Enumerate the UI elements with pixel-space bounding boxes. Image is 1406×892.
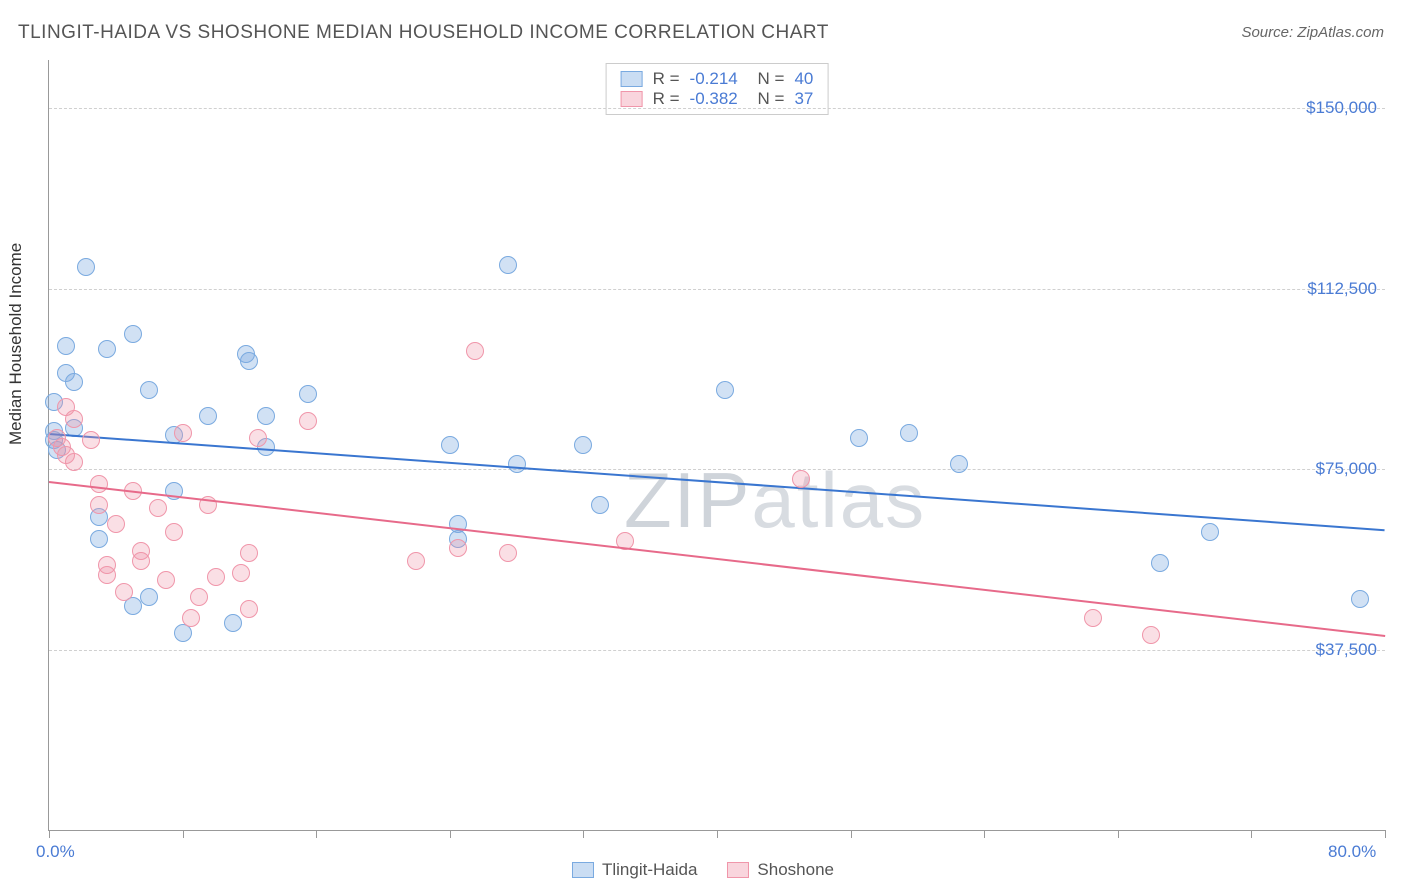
legend-item: Shoshone <box>727 860 834 880</box>
legend-row: R = -0.214 N = 40 <box>621 69 814 89</box>
legend-label: Shoshone <box>757 860 834 880</box>
data-point <box>90 475 108 493</box>
plot-area: ZIPatlas R =-0.214N =40R =-0.382N =37 $3… <box>48 60 1385 831</box>
trend-line <box>49 433 1385 531</box>
data-point <box>499 256 517 274</box>
legend-n-label: N = <box>758 89 785 109</box>
x-tick <box>49 830 50 838</box>
data-point <box>132 542 150 560</box>
data-point <box>850 429 868 447</box>
data-point <box>240 544 258 562</box>
data-point <box>591 496 609 514</box>
y-tick-label: $37,500 <box>1316 640 1377 660</box>
legend-n-value: 40 <box>794 69 813 89</box>
gridline <box>49 650 1385 651</box>
data-point <box>190 588 208 606</box>
x-tick <box>1118 830 1119 838</box>
data-point <box>1142 626 1160 644</box>
data-point <box>299 385 317 403</box>
data-point <box>182 609 200 627</box>
x-tick <box>851 830 852 838</box>
data-point <box>82 431 100 449</box>
x-tick <box>316 830 317 838</box>
data-point <box>140 381 158 399</box>
y-tick-label: $75,000 <box>1316 459 1377 479</box>
data-point <box>65 410 83 428</box>
legend-r-label: R = <box>653 69 680 89</box>
legend-swatch <box>727 862 749 878</box>
legend-item: Tlingit-Haida <box>572 860 697 880</box>
data-point <box>900 424 918 442</box>
data-point <box>90 496 108 514</box>
x-tick <box>984 830 985 838</box>
data-point <box>207 568 225 586</box>
data-point <box>716 381 734 399</box>
data-point <box>165 523 183 541</box>
data-point <box>508 455 526 473</box>
gridline <box>49 289 1385 290</box>
data-point <box>65 453 83 471</box>
data-point <box>792 470 810 488</box>
legend-swatch <box>572 862 594 878</box>
legend-n-label: N = <box>758 69 785 89</box>
gridline <box>49 108 1385 109</box>
x-tick <box>450 830 451 838</box>
data-point <box>1351 590 1369 608</box>
data-point <box>157 571 175 589</box>
chart-title: TLINGIT-HAIDA VS SHOSHONE MEDIAN HOUSEHO… <box>18 22 829 44</box>
x-tick <box>1385 830 1386 838</box>
y-tick-label: $150,000 <box>1306 98 1377 118</box>
data-point <box>174 424 192 442</box>
data-point <box>140 588 158 606</box>
data-point <box>77 258 95 276</box>
data-point <box>441 436 459 454</box>
data-point <box>950 455 968 473</box>
data-point <box>90 530 108 548</box>
legend-r-value: -0.214 <box>690 69 748 89</box>
data-point <box>499 544 517 562</box>
data-point <box>240 352 258 370</box>
data-point <box>257 407 275 425</box>
x-tick <box>583 830 584 838</box>
data-point <box>124 325 142 343</box>
data-point <box>107 515 125 533</box>
data-point <box>407 552 425 570</box>
data-point <box>1084 609 1102 627</box>
data-point <box>1201 523 1219 541</box>
data-point <box>299 412 317 430</box>
y-tick-label: $112,500 <box>1307 279 1377 299</box>
data-point <box>115 583 133 601</box>
data-point <box>98 566 116 584</box>
data-point <box>240 600 258 618</box>
x-tick-label: 0.0% <box>36 842 75 862</box>
legend-r-label: R = <box>653 89 680 109</box>
legend-row: R = -0.382 N = 37 <box>621 89 814 109</box>
legend-r-value: -0.382 <box>690 89 748 109</box>
data-point <box>232 564 250 582</box>
data-point <box>1151 554 1169 572</box>
gridline <box>49 469 1385 470</box>
data-point <box>57 337 75 355</box>
legend-label: Tlingit-Haida <box>602 860 697 880</box>
data-point <box>249 429 267 447</box>
x-tick-label: 80.0% <box>1328 842 1376 862</box>
data-point <box>466 342 484 360</box>
data-point <box>65 373 83 391</box>
data-point <box>98 340 116 358</box>
y-axis-label: Median Household Income <box>6 243 26 445</box>
x-tick <box>1251 830 1252 838</box>
x-tick <box>183 830 184 838</box>
x-tick <box>717 830 718 838</box>
data-point <box>199 407 217 425</box>
series-legend: Tlingit-Haida Shoshone <box>572 860 834 880</box>
data-point <box>449 539 467 557</box>
data-point <box>574 436 592 454</box>
legend-swatch <box>621 71 643 87</box>
data-point <box>224 614 242 632</box>
source-label: Source: ZipAtlas.com <box>1241 24 1384 41</box>
legend-swatch <box>621 91 643 107</box>
data-point <box>149 499 167 517</box>
legend-n-value: 37 <box>794 89 813 109</box>
